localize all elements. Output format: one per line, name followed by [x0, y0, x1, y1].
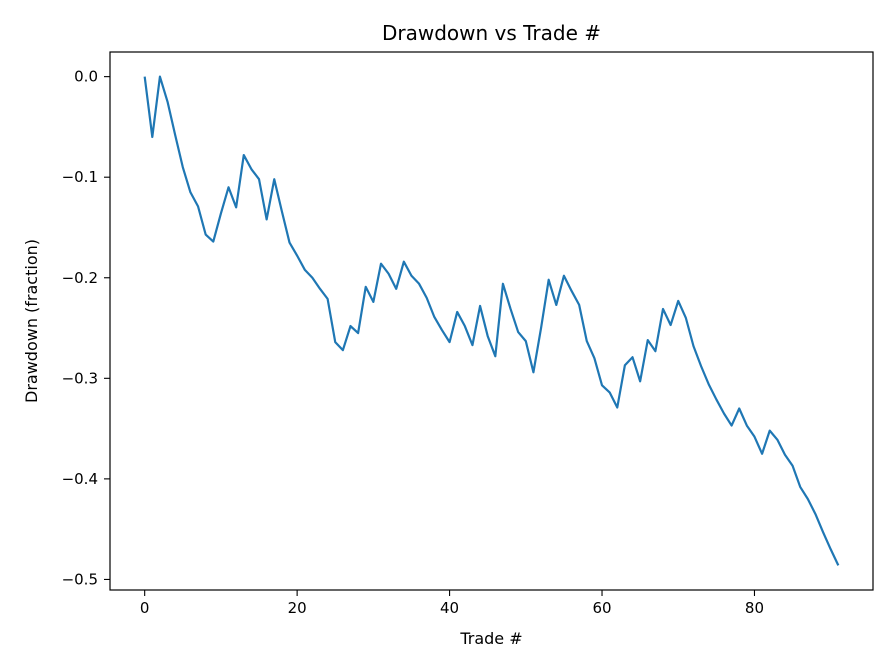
y-tick-label: −0.3 [62, 369, 98, 387]
x-tick-label: 0 [140, 599, 150, 617]
x-axis: 0 20 40 60 80 [140, 590, 764, 617]
y-tick-label: −0.2 [62, 269, 98, 287]
x-tick-label: 60 [592, 599, 611, 617]
y-axis-label: Drawdown (fraction) [22, 239, 41, 403]
y-tick-label: 0.0 [74, 68, 98, 86]
y-tick-label: −0.1 [62, 168, 98, 186]
chart-title: Drawdown vs Trade # [382, 21, 601, 45]
x-axis-label: Trade # [459, 629, 522, 648]
x-tick-label: 40 [440, 599, 459, 617]
plot-frame [109, 51, 874, 591]
x-tick-label: 80 [745, 599, 764, 617]
y-tick-label: −0.5 [62, 570, 98, 588]
y-axis: 0.0 −0.1 −0.2 −0.3 −0.4 −0.5 [62, 68, 110, 588]
drawdown-series-line [143, 75, 840, 566]
plot-area [143, 75, 840, 566]
x-tick-label: 20 [288, 599, 307, 617]
y-tick-label: −0.4 [62, 470, 98, 488]
